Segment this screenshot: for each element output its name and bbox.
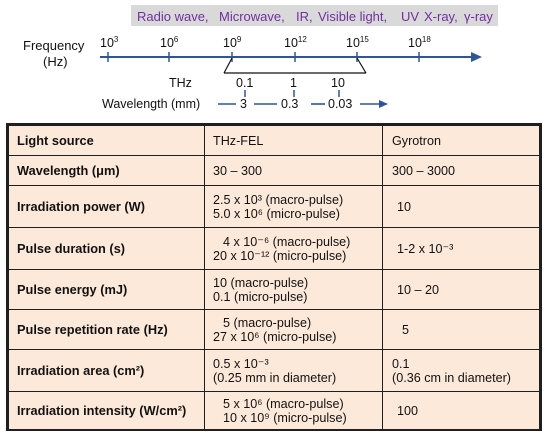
gyrotron-value: 10 xyxy=(382,185,540,228)
properties-table: Light source THz-FEL Gyrotron Wavelength… xyxy=(8,125,540,430)
frequency-tick-label: 1015 xyxy=(346,35,369,50)
frequency-tick-label: 1012 xyxy=(284,35,307,50)
row-label: Pulse energy (mJ) xyxy=(8,269,205,310)
thz-zoom-bracket xyxy=(223,57,367,74)
header-thz-fel: THz-FEL xyxy=(204,125,383,156)
gyrotron-value: 100 xyxy=(382,391,540,430)
gyrotron-value: 300 – 3000 xyxy=(382,155,540,186)
band-label-gamma-ray: γ-ray xyxy=(464,9,493,24)
zoom-line-right xyxy=(356,57,367,74)
gyrotron-value: 10 – 20 xyxy=(382,269,540,310)
band-label-radio-wave: Radio wave, xyxy=(137,9,209,24)
row-label: Irradiation area (cm²) xyxy=(8,349,205,392)
thz-tick-label: 1 xyxy=(290,76,297,90)
wavelength-tick-label: 0.03 xyxy=(328,97,352,111)
band-label-x-ray: X-ray, xyxy=(424,9,458,24)
wavelength-axis-arrowhead xyxy=(379,100,388,108)
thz-fel-value: 5 (macro-pulse) 27 x 10⁶ (micro-pulse) xyxy=(204,309,383,350)
band-label-background xyxy=(131,5,498,26)
thz-fel-value: 10 (macro-pulse) 0.1 (micro-pulse) xyxy=(204,269,383,310)
row-label: Pulse duration (s) xyxy=(8,227,205,270)
frequency-tick-label: 109 xyxy=(223,35,242,50)
table-row-pulse-repetition-rate: Pulse repetition rate (Hz) 5 (macro-puls… xyxy=(8,309,540,350)
frequency-ticks: 103 106 109 1012 1015 1018 xyxy=(100,35,431,62)
thz-fel-value: 2.5 x 10³ (macro-pulse) 5.0 x 10⁶ (micro-… xyxy=(204,185,383,228)
table-row-irradiation-intensity: Irradiation intensity (W/cm²) 5 x 10⁶ (m… xyxy=(8,391,540,430)
thz-label: THz xyxy=(169,76,192,90)
table-row-wavelength: Wavelength (μm) 30 – 300 300 – 3000 xyxy=(8,155,540,186)
row-label: Wavelength (μm) xyxy=(8,155,205,186)
thz-fel-value: 0.5 x 10⁻³ (0.25 mm in diameter) xyxy=(204,349,383,392)
table-row-irradiation-area: Irradiation area (cm²) 0.5 x 10⁻³ (0.25 m… xyxy=(8,349,540,392)
thz-fel-value: 5 x 10⁶ (macro-pulse) 10 x 10⁹ (micro-pul… xyxy=(204,391,383,430)
light-source-comparison-table: Light source THz-FEL Gyrotron Wavelength… xyxy=(6,123,542,431)
thz-tick-label: 0.1 xyxy=(236,76,253,90)
electromagnetic-spectrum-diagram: Radio wave, Microwave, IR, Visible light… xyxy=(23,5,498,111)
wavelength-tick-label: 3 xyxy=(240,97,247,111)
thz-fel-value: 30 – 300 xyxy=(204,155,383,186)
table-row-pulse-energy: Pulse energy (mJ) 10 (macro-pulse) 0.1 (m… xyxy=(8,269,540,310)
band-label-uv: UV xyxy=(401,9,419,24)
row-label: Irradiation intensity (W/cm²) xyxy=(8,391,205,430)
zoom-line-left xyxy=(223,57,233,74)
header-light-source: Light source xyxy=(8,125,205,156)
frequency-tick-label: 103 xyxy=(100,35,119,50)
frequency-tick-label: 1018 xyxy=(408,35,431,50)
row-label: Irradiation power (W) xyxy=(8,185,205,228)
frequency-unit-label: (Hz) xyxy=(43,54,68,69)
wavelength-axis xyxy=(218,100,388,108)
header-gyrotron: Gyrotron xyxy=(382,125,540,156)
thz-fel-value: 4 x 10⁻⁶ (macro-pulse) 20 x 10⁻¹² (micro-… xyxy=(204,227,383,270)
wavelength-label: Wavelength (mm) xyxy=(102,97,200,111)
thz-tick-label: 10 xyxy=(331,76,345,90)
frequency-tick-label: 106 xyxy=(160,35,179,50)
band-label-microwave: Microwave, xyxy=(219,9,285,24)
band-labels: Radio wave, Microwave, IR, Visible light… xyxy=(137,9,493,24)
table-row-pulse-duration: Pulse duration (s) 4 x 10⁻⁶ (macro-pulse… xyxy=(8,227,540,270)
table-row-irradiation-power: Irradiation power (W) 2.5 x 10³ (macro-p… xyxy=(8,185,540,228)
gyrotron-value: 5 xyxy=(382,309,540,350)
gyrotron-value: 1-2 x 10⁻³ xyxy=(382,227,540,270)
row-label: Pulse repetition rate (Hz) xyxy=(8,309,205,350)
band-label-ir: IR, xyxy=(296,9,313,24)
table-header-row: Light source THz-FEL Gyrotron xyxy=(8,125,540,156)
gyrotron-value: 0.1 (0.36 cm in diameter) xyxy=(382,349,540,392)
band-label-visible-light: Visible light, xyxy=(318,9,387,24)
wavelength-tick-label: 0.3 xyxy=(281,97,298,111)
frequency-label: Frequency xyxy=(23,38,85,53)
frequency-axis-arrowhead xyxy=(471,52,482,62)
